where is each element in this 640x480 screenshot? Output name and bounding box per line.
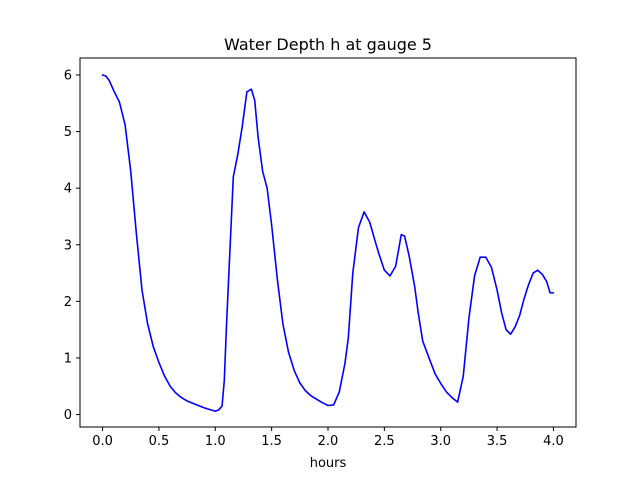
x-axis-label: hours <box>310 456 347 471</box>
series-line-1 <box>101 74 555 412</box>
plot-area <box>79 57 577 428</box>
x-tick-label: 1.0 <box>205 434 226 449</box>
y-tick-label: 2 <box>64 295 72 310</box>
x-tick-label: 2.0 <box>318 434 339 449</box>
y-tick-label: 0 <box>64 408 72 423</box>
x-tick-label: 3.0 <box>430 434 451 449</box>
y-tick-label: 5 <box>64 125 72 140</box>
y-tick-label: 6 <box>64 68 72 83</box>
chart-title: Water Depth h at gauge 5 <box>224 35 432 54</box>
y-tick-label: 1 <box>64 351 72 366</box>
plot-frame <box>79 57 577 428</box>
x-tick-label: 3.5 <box>487 434 508 449</box>
x-axis: 0.0 0.5 1.0 1.5 2.0 2.5 3.0 3.5 4.0 <box>92 427 564 449</box>
x-tick-label: 1.5 <box>261 434 282 449</box>
x-tick-label: 2.5 <box>374 434 395 449</box>
y-tick-label: 3 <box>64 238 72 253</box>
y-axis: 0 1 2 3 4 5 6 <box>64 68 80 423</box>
x-tick-label: 0.5 <box>149 434 170 449</box>
x-tick-label: 4.0 <box>543 434 564 449</box>
y-tick-label: 4 <box>64 182 72 197</box>
x-tick-label: 0.0 <box>92 434 113 449</box>
